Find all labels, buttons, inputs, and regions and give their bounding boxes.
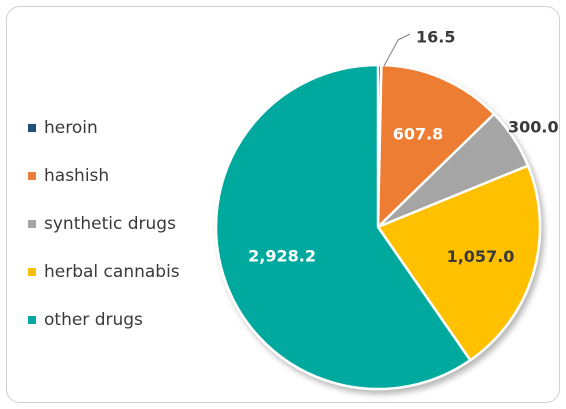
leader-lines (383, 33, 411, 67)
pie-slices (214, 63, 542, 391)
legend-swatch-heroin (28, 124, 36, 132)
legend-swatch-synthetic-drugs (28, 220, 36, 228)
data-label-other-drugs: 2,928.2 (248, 247, 316, 266)
pie-slice-hashish (376, 63, 496, 229)
legend-item-hashish: hashish (28, 152, 180, 200)
leader-line-heroin (383, 33, 411, 67)
legend-label-hashish: hashish (44, 166, 110, 186)
pie-slice-other-drugs (214, 63, 472, 391)
legend-item-herbal-cannabis: herbal cannabis (28, 248, 180, 296)
legend-label-herbal-cannabis: herbal cannabis (44, 262, 180, 282)
legend-item-heroin: heroin (28, 104, 180, 152)
data-label-heroin: 16.5 (416, 28, 455, 47)
legend-item-other-drugs: other drugs (28, 296, 180, 344)
data-label-synthetic-drugs: 300.0 (508, 118, 559, 137)
data-label-hashish: 607.8 (393, 124, 444, 143)
legend-label-other-drugs: other drugs (44, 310, 143, 330)
pie-slice-herbal-cannabis (376, 164, 542, 362)
data-label-herbal-cannabis: 1,057.0 (447, 247, 515, 266)
legend-swatch-herbal-cannabis (28, 268, 36, 276)
legend-label-heroin: heroin (44, 118, 98, 138)
chart-legend: heroin hashish synthetic drugs herbal ca… (28, 104, 180, 344)
legend-item-synthetic-drugs: synthetic drugs (28, 200, 180, 248)
legend-swatch-other-drugs (28, 316, 36, 324)
legend-swatch-hashish (28, 172, 36, 180)
legend-label-synthetic-drugs: synthetic drugs (44, 214, 176, 234)
data-labels: 16.5 607.8 300.0 1,057.0 2,928.2 (248, 28, 558, 266)
